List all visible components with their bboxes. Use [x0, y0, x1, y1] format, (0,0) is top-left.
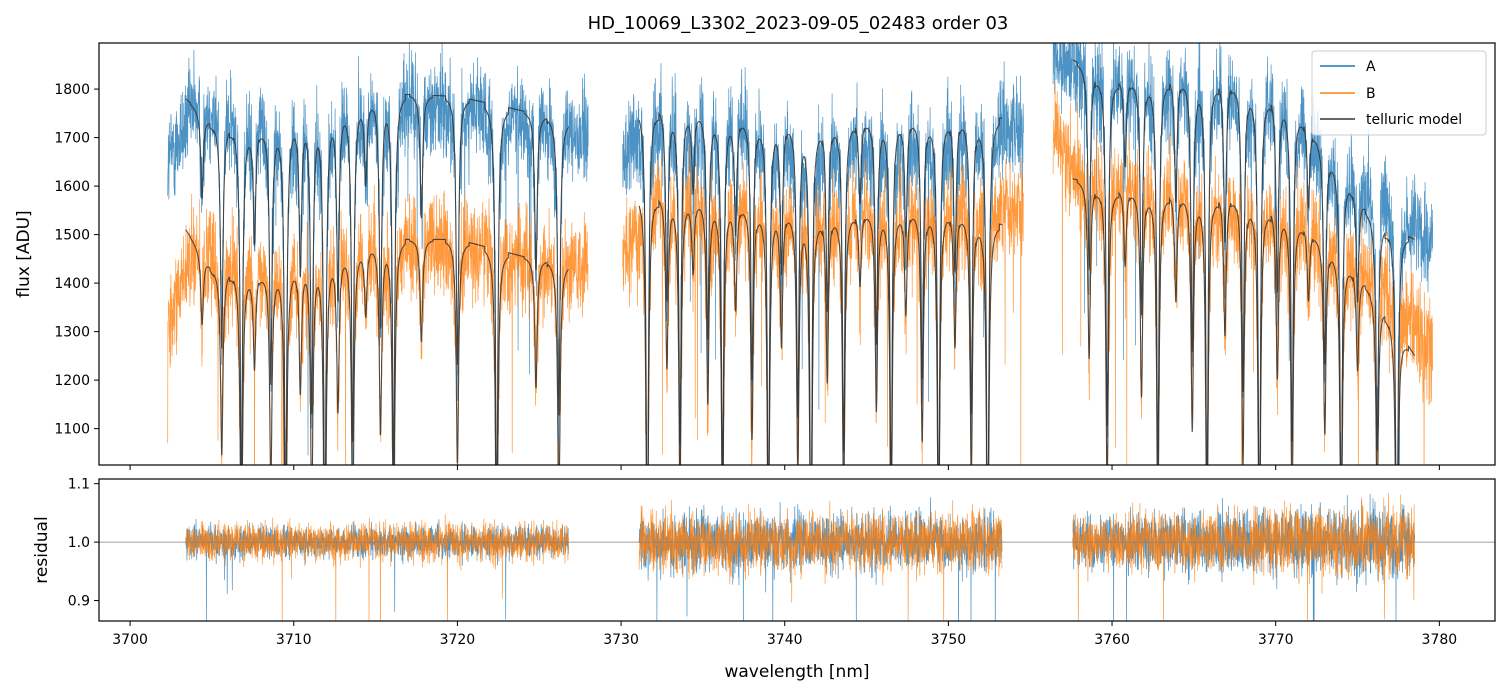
flux-line-a-segment-2	[622, 61, 1024, 465]
x-tick-label: 3720	[440, 632, 476, 648]
top-y-tick-label: 1100	[54, 422, 90, 438]
bottom-panel-axes: 0.9 1.0 1.1 3700 3710 3720 3730 3740 3750 3760 377…	[68, 477, 1457, 648]
bottom-y-axis-label: residual	[32, 516, 52, 583]
legend-label-a: A	[1366, 59, 1376, 75]
x-tick-label: 3770	[1258, 632, 1294, 648]
x-tick-label: 3760	[1094, 632, 1130, 648]
top-y-tick-label: 1500	[54, 228, 90, 244]
bottom-y-tick-label: 0.9	[68, 594, 90, 610]
top-panel-plot-area	[167, 43, 1434, 465]
residual-line-b-segment-3	[1072, 492, 1416, 621]
telluric-model-line-a-segment-1	[185, 93, 569, 465]
x-tick-label: 3780	[1422, 632, 1458, 648]
residual-line-b-segment-2	[638, 500, 1003, 621]
bottom-panel-plot-area	[99, 492, 1495, 621]
bottom-y-tick-label: 1.1	[68, 477, 90, 493]
telluric-model-line-a-segment-3	[1072, 59, 1415, 465]
x-tick-label: 3750	[931, 632, 967, 648]
top-panel-frame	[98, 42, 1496, 466]
bottom-y-tick-label: 1.0	[68, 535, 90, 551]
top-y-tick-label: 1400	[54, 276, 90, 292]
telluric-model-line-b-segment-1	[185, 229, 569, 465]
top-y-tick-label: 1700	[54, 131, 90, 147]
telluric-model-line-b-segment-3	[1072, 178, 1416, 465]
legend-label-telluric-model: telluric model	[1366, 112, 1462, 128]
top-y-axis-label: flux [ADU]	[14, 210, 34, 297]
top-y-tick-label: 1300	[54, 325, 90, 341]
legend-box	[1311, 50, 1487, 136]
legend-label-b: B	[1366, 86, 1376, 102]
chart-title: HD_10069_L3302_2023-09-05_02483 order 03	[588, 13, 1009, 34]
telluric-model-line-b-segment-2	[638, 199, 1003, 465]
x-axis-label: wavelength [nm]	[724, 662, 869, 682]
flux-line-b-segment-2	[622, 145, 1024, 465]
top-y-tick-label: 1200	[54, 373, 90, 389]
flux-line-a-segment-1	[167, 43, 589, 465]
x-tick-label: 3710	[276, 632, 312, 648]
x-tick-label: 3730	[603, 632, 639, 648]
legend: A B telluric model	[1311, 50, 1487, 136]
top-y-tick-label: 1600	[54, 179, 90, 195]
top-y-tick-label: 1800	[54, 82, 90, 98]
telluric-model-line-a-segment-2	[638, 111, 1003, 465]
x-tick-label: 3740	[767, 632, 803, 648]
flux-line-b-segment-3	[1052, 81, 1434, 465]
residual-line-b-segment-1	[185, 514, 569, 621]
bottom-panel-frame	[98, 478, 1496, 622]
top-panel-axes: 1100 1200 1300 1400 1500 1600 1700 1800	[54, 82, 1440, 470]
x-tick-label: 3700	[112, 632, 148, 648]
